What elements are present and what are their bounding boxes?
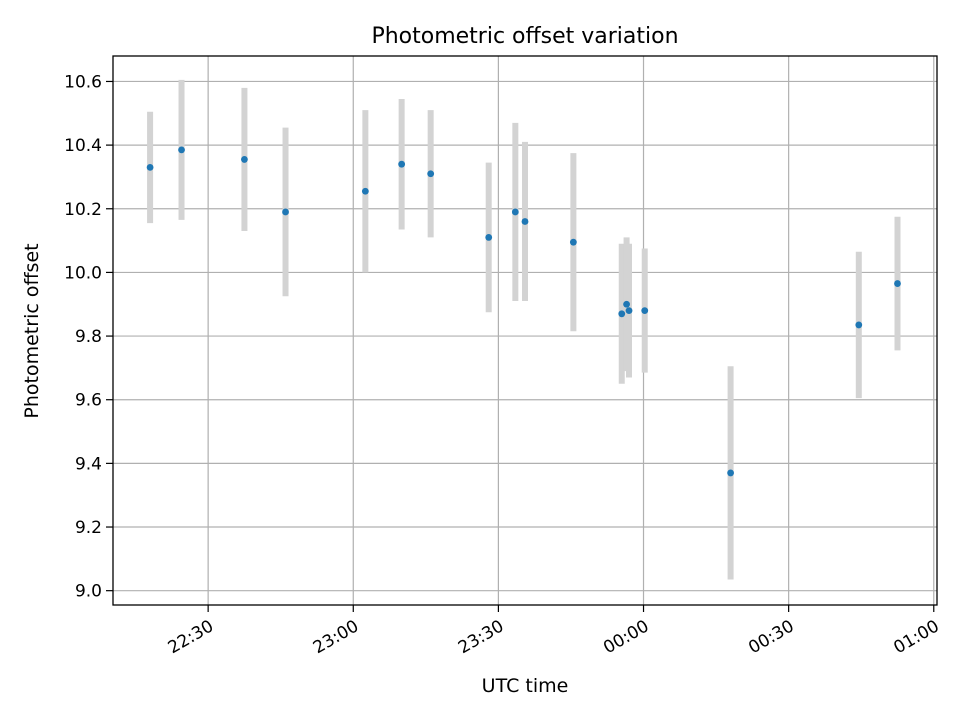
y-tick-label: 9.6 bbox=[75, 391, 102, 411]
x-tick-label: 22:30 bbox=[165, 616, 217, 658]
data-point bbox=[625, 307, 633, 315]
data-point bbox=[485, 234, 493, 241]
grid-lines bbox=[113, 56, 937, 605]
chart-title: Photometric offset variation bbox=[371, 24, 678, 49]
data-point bbox=[727, 469, 734, 477]
x-tick-label: 23:30 bbox=[455, 616, 507, 658]
y-tick-label: 10.6 bbox=[64, 72, 102, 92]
data-point bbox=[623, 300, 630, 308]
x-tick-label: 00:00 bbox=[600, 616, 652, 658]
y-tick-label: 10.0 bbox=[64, 263, 102, 283]
x-tick-label: 00:30 bbox=[745, 616, 797, 658]
data-point bbox=[282, 208, 289, 216]
data-point bbox=[618, 310, 626, 318]
x-tick-label: 01:00 bbox=[890, 616, 942, 658]
y-tick-label: 10.4 bbox=[64, 136, 102, 156]
data-point bbox=[855, 321, 863, 329]
y-tick-label: 9.8 bbox=[75, 327, 102, 347]
data-layer bbox=[146, 79, 901, 580]
y-axis-label: Photometric offset bbox=[21, 243, 43, 418]
y-tick-label: 9.0 bbox=[75, 582, 102, 602]
data-point bbox=[521, 218, 529, 225]
data-point bbox=[894, 280, 901, 287]
plot-frame bbox=[112, 55, 938, 606]
y-tick-label: 9.4 bbox=[75, 454, 102, 474]
data-point bbox=[241, 156, 248, 163]
data-point bbox=[178, 146, 185, 154]
data-point bbox=[641, 307, 649, 315]
data-point bbox=[569, 238, 577, 246]
data-point bbox=[511, 208, 519, 216]
data-point bbox=[361, 187, 369, 195]
data-point bbox=[146, 163, 154, 171]
y-tick-label: 9.2 bbox=[75, 518, 102, 538]
data-point bbox=[427, 170, 435, 178]
y-tick-label: 10.2 bbox=[64, 200, 102, 220]
x-tick-label: 23:00 bbox=[310, 616, 362, 658]
axis-ticks: 22:30 23:00 23:30 00:00 00:30 01:00 9.0 9.2 9.4 9… bbox=[64, 72, 943, 658]
data-point bbox=[398, 160, 406, 168]
x-axis-label: UTC time bbox=[482, 675, 569, 697]
